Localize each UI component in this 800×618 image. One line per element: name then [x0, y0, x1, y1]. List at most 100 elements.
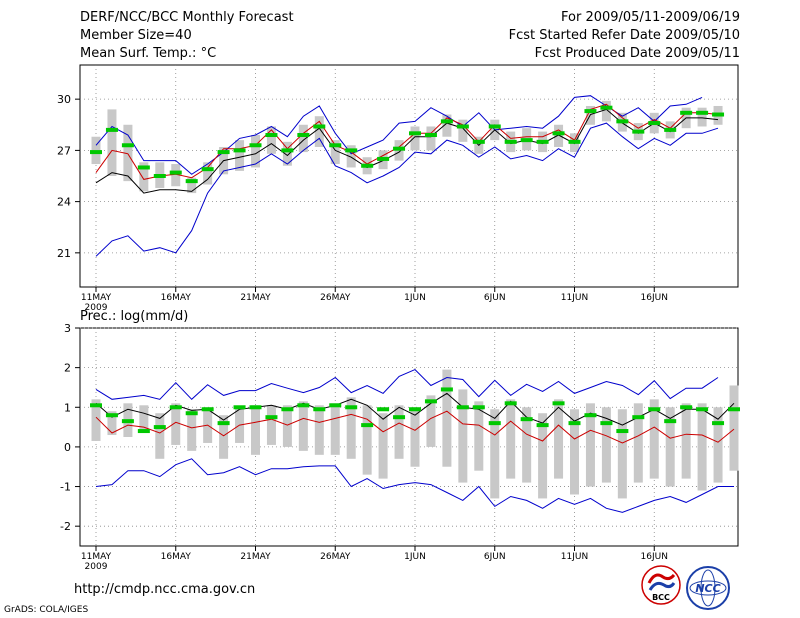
prec-mode-marker [169, 405, 182, 410]
temp-mode-marker [313, 124, 326, 129]
temp-spread-box [171, 164, 181, 187]
temp-xtick-label: 16JUN [641, 293, 668, 303]
temp-mode-marker [409, 131, 421, 136]
temp-spread-box [187, 177, 197, 194]
prec-mode-marker [552, 401, 565, 406]
temp-mode-marker [297, 133, 310, 138]
prec-spread-box [681, 403, 691, 479]
temp-mode-marker [121, 143, 134, 148]
prec-spread-box [713, 407, 723, 483]
temp-mode-marker [185, 179, 198, 184]
temp-ytick-label: 21 [57, 247, 71, 260]
temp-spread-box [203, 162, 213, 185]
temp-spread-box [123, 124, 133, 182]
prec-spread-box [346, 397, 356, 459]
started-date: Fcst Started Refer Date 2009/05/10 [508, 28, 740, 43]
prec-median-line [95, 410, 735, 444]
prec-mode-marker [488, 421, 501, 426]
prec-chart: -2 -1 0 1 2 3 11MAY 16MAY 21MAY 26MAY 1JUN 6JUN 11JU… [60, 322, 740, 572]
prec-spread-box [251, 405, 260, 455]
forecast-title: DERF/NCC/BCC Monthly Forecast [80, 10, 294, 25]
prec-spread-box [155, 413, 165, 459]
prec-mode-marker [233, 405, 246, 410]
temp-mode-marker [680, 110, 693, 115]
temp-mode-marker [664, 127, 677, 132]
prec-xtick-label: 6JUN [484, 552, 506, 562]
variable-label: Mean Surf. Temp.: °C [80, 46, 217, 61]
temp-spread-box [235, 140, 245, 171]
prec-spread-box [394, 405, 404, 459]
prec-mode-marker [456, 405, 469, 410]
temp-mode-marker [361, 163, 374, 168]
prec-mode-marker [409, 407, 421, 412]
prec-mode-marker [90, 403, 102, 408]
prec-xtick-label: 16JUN [641, 552, 668, 562]
temp-xtick-label: 16MAY [161, 293, 192, 303]
prec-mode-marker [520, 417, 533, 422]
prec-mode-marker [536, 423, 549, 428]
prec-ytick-label: 0 [64, 441, 71, 454]
prec-mode-marker [600, 421, 613, 426]
prec-spread-box [107, 411, 117, 436]
temp-mode-marker [568, 139, 581, 144]
source-url[interactable]: http://cmdp.ncc.cma.gov.cn [74, 582, 256, 597]
temp-spread-box [346, 145, 356, 168]
temp-spread-box [266, 126, 276, 154]
temp-chart: 21 24 27 30 11MAY 16MAY 21MAY 26MAY 1JUN 6JUN 11JU… [57, 65, 738, 313]
temp-xtick-label: 21MAY [240, 293, 271, 303]
prec-spread-box [490, 409, 500, 499]
prec-mode-marker [616, 429, 629, 434]
temp-spread-box [251, 135, 260, 168]
prec-xtick-label: 16MAY [161, 552, 192, 562]
prec-min-line [95, 458, 734, 513]
prec-spread-box [506, 399, 516, 479]
prec-mode-marker [217, 421, 230, 426]
prec-mode-marker [568, 421, 581, 426]
prec-mode-marker [632, 415, 645, 420]
prec-mode-marker [377, 407, 390, 412]
temp-ytick-label: 27 [57, 144, 71, 157]
prec-spread-box [554, 399, 564, 479]
prec-spread-box [378, 413, 388, 479]
prec-spread-box [585, 403, 595, 487]
prec-spread-box [665, 407, 675, 487]
prec-mode-marker [712, 421, 725, 426]
prec-spread-box [522, 407, 532, 483]
prec-spread-box [330, 403, 340, 455]
temp-ytick-label: 24 [57, 196, 71, 209]
temp-year-label: 2009 [85, 303, 108, 313]
temp-mode-marker [329, 143, 342, 148]
prec-mode-marker [393, 415, 406, 420]
prec-mode-marker [440, 387, 453, 392]
temp-mode-marker [488, 124, 501, 129]
prec-mode-marker [297, 403, 310, 408]
ncc-logo-text: NCC [695, 582, 720, 595]
prec-xtick-label: 21MAY [240, 552, 271, 562]
prec-xtick-label: 11JUN [561, 552, 588, 562]
produced-date: Fcst Produced Date 2009/05/11 [534, 46, 740, 61]
temp-spread-box [410, 126, 420, 151]
temp-mode-marker [472, 139, 485, 144]
temp-xtick-label: 26MAY [320, 293, 351, 303]
prec-mode-marker [504, 401, 517, 406]
prec-ytick-label: 2 [64, 362, 71, 375]
prec-mode-marker [329, 403, 342, 408]
temp-mode-marker [552, 131, 565, 136]
prec-mode-marker [472, 405, 485, 410]
temp-mode-marker [424, 133, 437, 138]
temp-spread-box [601, 100, 611, 122]
prec-spread-box [570, 409, 579, 495]
temp-mode-marker [536, 139, 549, 144]
prec-spread-box [219, 415, 229, 459]
prec-spread-box [298, 401, 308, 451]
temp-mode-marker [281, 148, 294, 153]
prec-mode-marker [185, 411, 198, 416]
prec-spread-box [474, 401, 484, 471]
temp-spread-box [314, 116, 324, 147]
temp-ytick-label: 30 [57, 93, 71, 106]
prec-mode-marker [680, 405, 693, 410]
prec-spread-box [266, 405, 276, 445]
temp-mode-marker [520, 138, 533, 143]
prec-spread-box [282, 405, 292, 447]
temp-spread-box [458, 119, 468, 142]
